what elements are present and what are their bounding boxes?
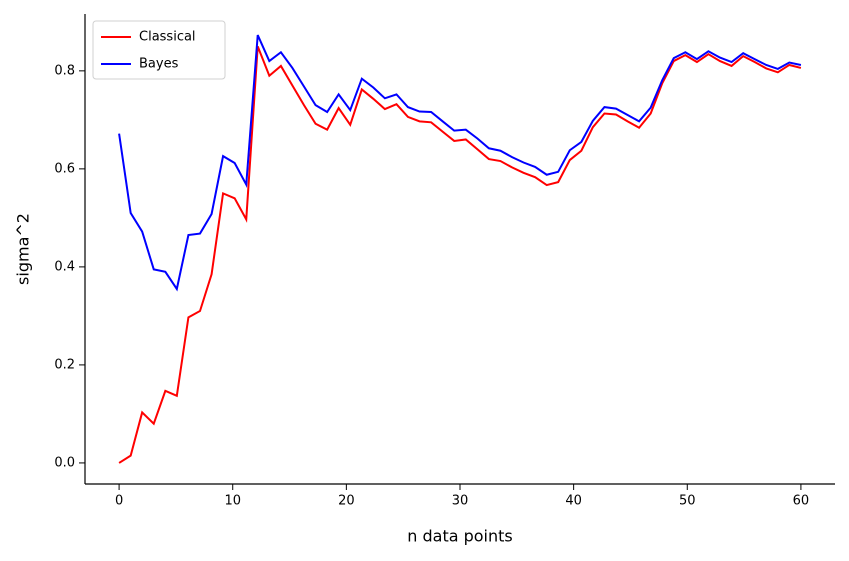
legend-label: Bayes xyxy=(139,57,179,72)
legend-label: Classical xyxy=(139,30,196,45)
x-tick-label: 30 xyxy=(452,494,469,509)
x-tick-label: 20 xyxy=(338,494,355,509)
y-axis-label: sigma^2 xyxy=(14,213,33,285)
x-tick-label: 40 xyxy=(565,494,582,509)
series-line xyxy=(118,34,802,292)
x-tick-label: 60 xyxy=(793,494,810,509)
y-tick-label: 0.6 xyxy=(54,161,75,176)
y-tick-label: 0.0 xyxy=(54,455,75,470)
y-tick-label: 0.4 xyxy=(54,259,75,274)
series-line xyxy=(118,45,802,464)
x-tick-label: 10 xyxy=(224,494,241,509)
y-tick-label: 0.8 xyxy=(54,63,75,78)
x-tick-label: 50 xyxy=(679,494,696,509)
y-tick-label: 0.2 xyxy=(54,357,75,372)
x-axis-label: n data points xyxy=(407,527,513,546)
x-tick-label: 0 xyxy=(115,494,123,509)
